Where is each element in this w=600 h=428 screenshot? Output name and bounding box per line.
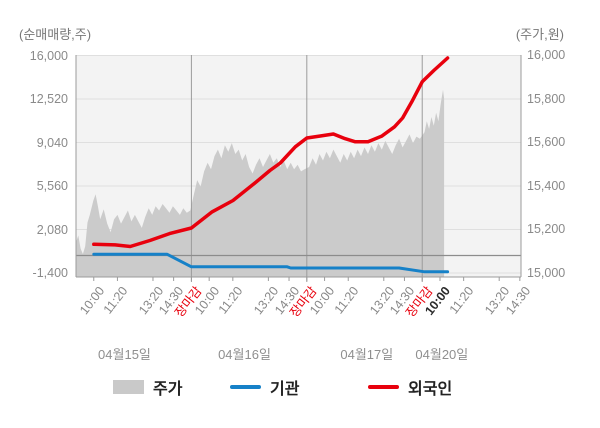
x-axis-date-label: 04월15일 — [98, 347, 151, 362]
left-axis-tick-label: 9,040 — [36, 135, 68, 150]
x-axis-date-label: 04월17일 — [340, 347, 394, 362]
right-axis-tick-label: 16,000 — [527, 48, 566, 62]
right-axis-tick-label: 15,200 — [527, 222, 566, 236]
left-axis-title: (순매매량,주) — [19, 27, 92, 42]
right-axis-tick-label: 15,600 — [527, 135, 566, 149]
institution-line — [92, 252, 450, 274]
legend-label: 외국인 — [408, 381, 453, 398]
left-axis-tick-label: 12,520 — [29, 92, 68, 106]
right-axis-tick-label: 15,400 — [527, 178, 566, 193]
foreigner-line — [92, 56, 450, 249]
price-area-swatch — [113, 380, 144, 394]
left-axis-tick-label: 2,080 — [36, 222, 68, 237]
x-axis-date-label: 04월16일 — [218, 347, 271, 362]
left-axis-tick-label: 16,000 — [29, 48, 68, 63]
legend-label: 기관 — [270, 381, 300, 398]
right-axis-title: (주가,원) — [515, 27, 564, 42]
right-axis-tick-label: 15,800 — [527, 91, 566, 106]
left-axis-tick-label: -1,400 — [32, 266, 68, 280]
foreigner-line-swatch — [368, 385, 399, 389]
x-axis-date-label: 04월20일 — [415, 347, 469, 362]
price-area — [76, 89, 445, 277]
institution-line-swatch — [230, 385, 261, 389]
right-axis-tick-label: 15,000 — [527, 265, 566, 280]
legend-item-institution: 기관 — [230, 376, 299, 398]
legend-item-price: 주가 — [113, 376, 182, 398]
legend-item-foreigner: 외국인 — [368, 376, 452, 398]
chart-legend: 주가 기관 외국인 — [0, 376, 600, 400]
left-axis-tick-label: 5,560 — [36, 179, 68, 193]
legend-label: 주가 — [153, 381, 183, 398]
